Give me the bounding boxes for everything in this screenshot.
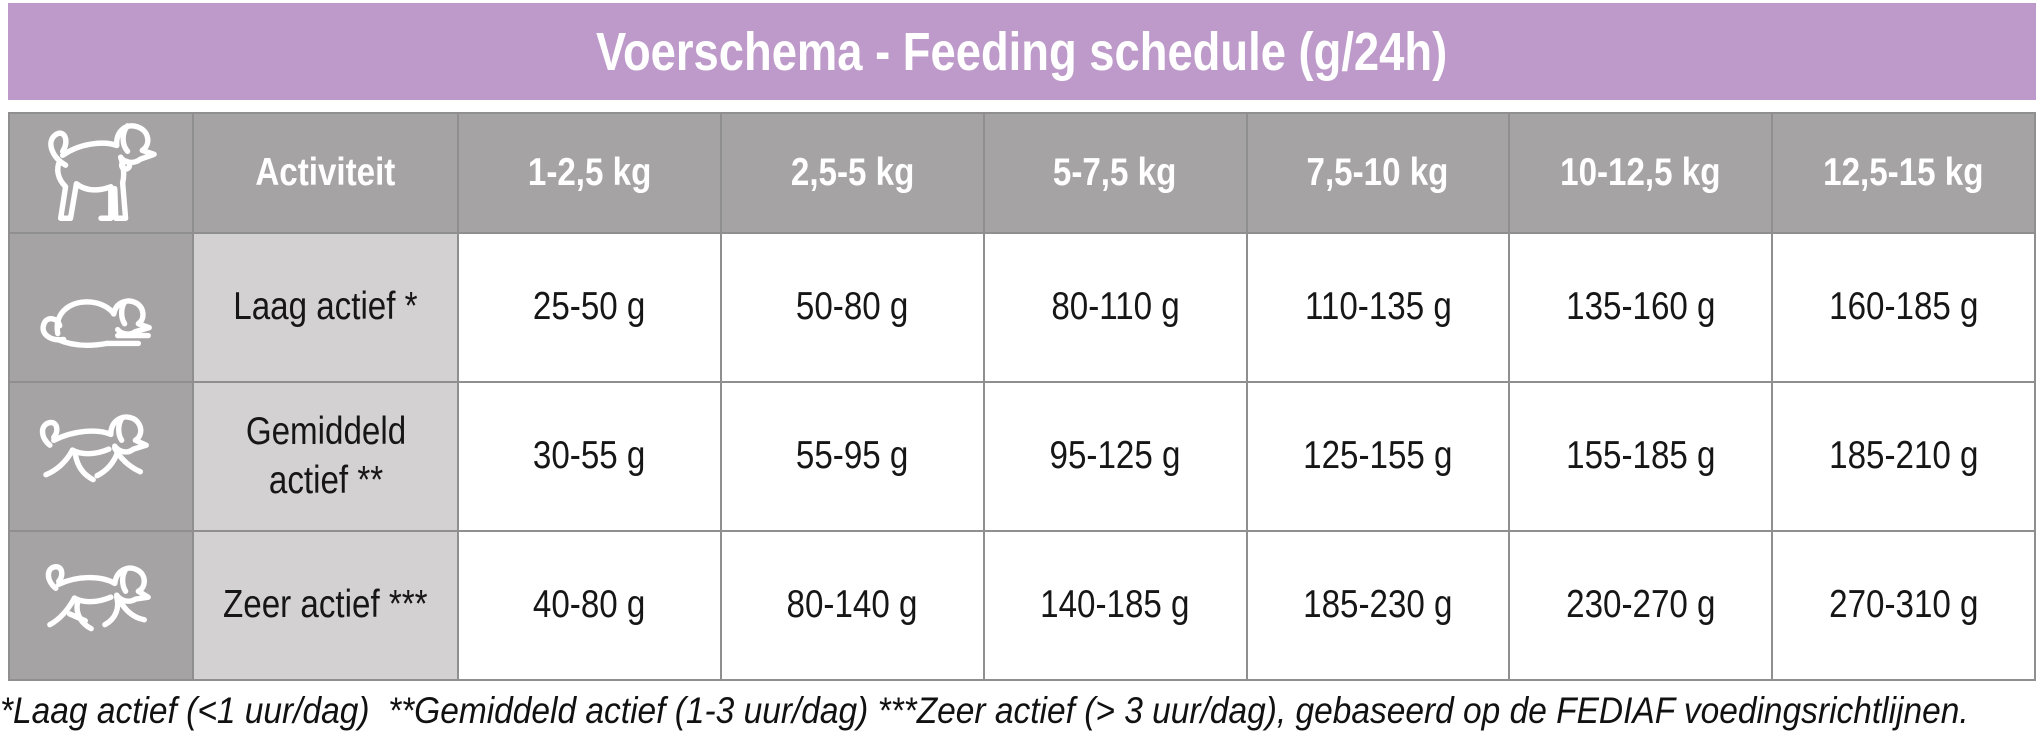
standing-dog-icon	[48, 123, 157, 221]
table-cell: 230-270 g	[1510, 532, 1772, 679]
row-icon-cell	[10, 532, 192, 679]
title-band: Voerschema - Feeding schedule (g/24h)	[8, 3, 2036, 100]
table-cell: 185-230 g	[1247, 532, 1509, 679]
feeding-amount: 125-155 g	[1303, 434, 1453, 478]
activity-cell: Gemiddeld actief **	[194, 383, 457, 530]
table-cell: 25-50 g	[459, 234, 720, 381]
table-cell: 270-310 g	[1773, 532, 2034, 679]
feeding-table: Activiteit 1-2,5 kg 2,5-5 kg 5-7,5 kg 7,…	[8, 112, 2036, 681]
corner-cell	[10, 114, 192, 232]
activity-cell: Laag actief *	[194, 234, 457, 381]
table-cell: 80-140 g	[721, 532, 983, 679]
feeding-amount: 185-210 g	[1828, 434, 1979, 478]
feeding-amount: 30-55 g	[533, 434, 646, 478]
row-icon-cell	[10, 383, 192, 530]
column-header-activity: Activiteit	[194, 114, 457, 232]
column-header-label: 10-12,5 kg	[1560, 150, 1721, 194]
feeding-amount: 80-140 g	[786, 583, 918, 627]
galloping-dog-icon	[45, 563, 151, 631]
activity-label: Zeer actief ***	[223, 583, 428, 627]
lying-dog-icon	[40, 297, 152, 348]
column-header-label: 2,5-5 kg	[790, 150, 914, 194]
feeding-amount: 185-230 g	[1303, 583, 1453, 627]
column-header-label: Activiteit	[255, 150, 396, 194]
feeding-amount: 40-80 g	[533, 583, 646, 627]
table-cell: 160-185 g	[1773, 234, 2034, 381]
feeding-amount: 50-80 g	[796, 285, 909, 329]
table-cell: 40-80 g	[459, 532, 720, 679]
feeding-amount: 160-185 g	[1828, 285, 1979, 329]
column-header-12-5-15kg: 12,5-15 kg	[1773, 114, 2034, 232]
table-cell: 55-95 g	[721, 383, 983, 530]
column-header-1-2-5kg: 1-2,5 kg	[459, 114, 720, 232]
feeding-amount: 55-95 g	[796, 434, 909, 478]
column-header-label: 12,5-15 kg	[1823, 150, 1984, 194]
page-title: Voerschema - Feeding schedule (g/24h)	[596, 21, 1448, 82]
column-header-10-12-5kg: 10-12,5 kg	[1510, 114, 1772, 232]
trotting-dog-icon	[39, 413, 149, 482]
feeding-amount: 230-270 g	[1566, 583, 1716, 627]
table-cell: 80-110 g	[984, 234, 1246, 381]
table-cell: 135-160 g	[1510, 234, 1772, 381]
footnote-text: *Laag actief (<1 uur/dag) **Gemiddeld ac…	[0, 690, 1969, 731]
row-icon-cell	[10, 234, 192, 381]
table-cell: 140-185 g	[984, 532, 1246, 679]
feeding-amount: 155-185 g	[1566, 434, 1716, 478]
activity-cell: Zeer actief ***	[194, 532, 457, 679]
column-header-label: 5-7,5 kg	[1053, 150, 1177, 194]
feeding-amount: 25-50 g	[533, 285, 646, 329]
band-table-gap	[8, 100, 2036, 112]
column-header-7-5-10kg: 7,5-10 kg	[1247, 114, 1509, 232]
feeding-amount: 110-135 g	[1304, 285, 1452, 329]
column-header-2-5-5kg: 2,5-5 kg	[721, 114, 983, 232]
table-cell: 185-210 g	[1773, 383, 2034, 530]
table-cell: 30-55 g	[459, 383, 720, 530]
column-header-5-7-5kg: 5-7,5 kg	[984, 114, 1246, 232]
table-cell: 110-135 g	[1247, 234, 1509, 381]
feeding-amount: 95-125 g	[1049, 434, 1181, 478]
activity-label: Laag actief *	[233, 285, 418, 329]
table-cell: 125-155 g	[1247, 383, 1509, 530]
feeding-amount: 270-310 g	[1828, 583, 1979, 627]
table-cell: 50-80 g	[721, 234, 983, 381]
table-cell: 155-185 g	[1510, 383, 1772, 530]
table-cell: 95-125 g	[984, 383, 1246, 530]
feeding-amount: 135-160 g	[1566, 285, 1716, 329]
column-header-label: 7,5-10 kg	[1306, 150, 1449, 194]
column-header-label: 1-2,5 kg	[527, 150, 652, 194]
feeding-amount: 80-110 g	[1050, 285, 1180, 329]
feeding-amount: 140-185 g	[1040, 583, 1190, 627]
activity-label: Gemiddeld actief **	[245, 409, 406, 502]
